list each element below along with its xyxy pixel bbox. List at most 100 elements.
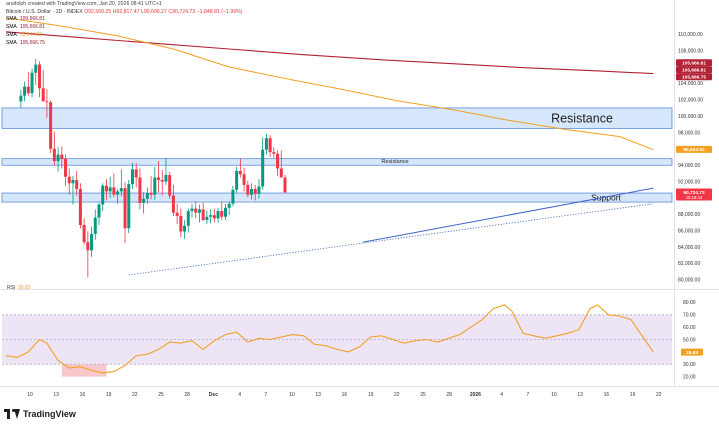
candle[interactable] <box>123 182 127 243</box>
candle[interactable] <box>175 203 179 225</box>
rsi-tag[interactable]: 39.83 <box>681 348 703 356</box>
candle[interactable] <box>60 146 64 169</box>
candle[interactable] <box>153 166 157 200</box>
candle-body <box>78 188 82 225</box>
candle[interactable] <box>37 61 41 98</box>
candle[interactable] <box>246 180 250 198</box>
candle[interactable] <box>223 203 227 221</box>
candle[interactable] <box>212 208 216 223</box>
candle[interactable] <box>45 89 49 118</box>
candle[interactable] <box>272 147 276 158</box>
candle[interactable] <box>52 131 56 166</box>
time-tick-label: 4 <box>500 392 503 398</box>
candle[interactable] <box>19 89 23 108</box>
candle[interactable] <box>238 158 242 178</box>
candle[interactable] <box>67 168 71 195</box>
candle[interactable] <box>157 161 161 193</box>
candle[interactable] <box>276 150 280 176</box>
indicator-name: SMA <box>6 40 17 46</box>
candle[interactable] <box>108 176 112 198</box>
candle[interactable] <box>164 157 168 185</box>
candle[interactable] <box>168 171 172 199</box>
candle[interactable] <box>30 68 34 98</box>
candle[interactable] <box>93 209 97 240</box>
candle[interactable] <box>183 220 187 239</box>
candle-body <box>56 154 60 162</box>
candle[interactable] <box>261 137 265 190</box>
candle[interactable] <box>86 231 90 278</box>
candle[interactable] <box>257 179 261 199</box>
price-tag[interactable]: 105,666.81 <box>676 66 712 74</box>
candle[interactable] <box>186 208 190 233</box>
candle[interactable] <box>97 202 101 225</box>
candle[interactable] <box>197 204 201 223</box>
candle[interactable] <box>116 188 120 204</box>
candle[interactable] <box>119 169 123 197</box>
candle[interactable] <box>179 208 183 238</box>
price-tag[interactable]: 105,666.75 <box>676 73 712 81</box>
candle-body <box>153 177 157 195</box>
price-tag-box <box>676 145 712 153</box>
sma-200-line[interactable] <box>5 31 654 75</box>
candle[interactable] <box>201 202 205 221</box>
candle[interactable] <box>279 150 283 178</box>
candle[interactable] <box>194 201 198 219</box>
candle-body <box>49 102 53 149</box>
candle[interactable] <box>209 209 213 224</box>
candle[interactable] <box>41 70 45 102</box>
candle[interactable] <box>149 175 153 200</box>
indicator-sma-4[interactable]: SMA 105,666.75 <box>6 40 45 46</box>
candle[interactable] <box>56 147 60 172</box>
candle[interactable] <box>64 154 68 186</box>
candle[interactable] <box>90 226 94 257</box>
candle[interactable] <box>190 203 194 218</box>
tradingview-logo[interactable]: TradingView <box>4 409 76 419</box>
candle[interactable] <box>264 134 268 155</box>
candle[interactable] <box>134 162 138 188</box>
candle[interactable] <box>268 134 272 158</box>
candle[interactable] <box>49 100 53 153</box>
price-tick-label: 88,000.00 <box>678 212 700 218</box>
candle[interactable] <box>253 184 257 201</box>
trendline-dotted[interactable] <box>128 203 654 276</box>
candle[interactable] <box>160 170 164 196</box>
candle[interactable] <box>127 179 131 234</box>
candle[interactable] <box>220 201 224 221</box>
candle[interactable] <box>171 184 175 216</box>
indicator-sma-1[interactable]: SMA 109,666.81 <box>6 16 45 22</box>
price-tag[interactable]: 105,666.81 <box>676 59 712 67</box>
indicator-sma-3[interactable]: SMA 95,944.52 <box>6 32 42 38</box>
candle[interactable] <box>283 175 287 194</box>
candle[interactable] <box>250 183 254 200</box>
candle[interactable] <box>26 71 30 96</box>
candle[interactable] <box>242 167 246 192</box>
candle[interactable] <box>82 218 86 245</box>
candle[interactable] <box>216 207 220 223</box>
indicator-value: 105,666.81 <box>19 24 45 30</box>
indicator-sma-2[interactable]: SMA 105,666.81 <box>6 24 45 30</box>
time-tick-label: 13 <box>53 392 59 398</box>
candle[interactable] <box>78 183 82 229</box>
sma-50-line[interactable] <box>5 17 654 151</box>
price-tag[interactable]: 95,944.52 <box>676 145 712 153</box>
candle[interactable] <box>235 166 239 194</box>
candle[interactable] <box>34 58 38 86</box>
candle[interactable] <box>205 210 209 225</box>
candle[interactable] <box>130 162 134 189</box>
candle[interactable] <box>71 175 75 205</box>
candle[interactable] <box>227 201 231 216</box>
trendline-solid[interactable] <box>363 187 654 243</box>
candle[interactable] <box>231 185 235 207</box>
candle[interactable] <box>104 179 108 201</box>
candle[interactable] <box>112 173 116 198</box>
symbol-name[interactable]: Bitcoin / U.S. Dollar · 1D · INDEX <box>6 9 83 15</box>
rsi-line[interactable] <box>5 304 654 374</box>
candle[interactable] <box>23 81 27 102</box>
candle[interactable] <box>138 168 142 210</box>
candle[interactable] <box>101 183 105 212</box>
candle[interactable] <box>145 187 149 204</box>
candle[interactable] <box>142 192 146 214</box>
candle[interactable] <box>75 170 79 196</box>
rsi-tick-label: 70.00 <box>683 313 696 319</box>
